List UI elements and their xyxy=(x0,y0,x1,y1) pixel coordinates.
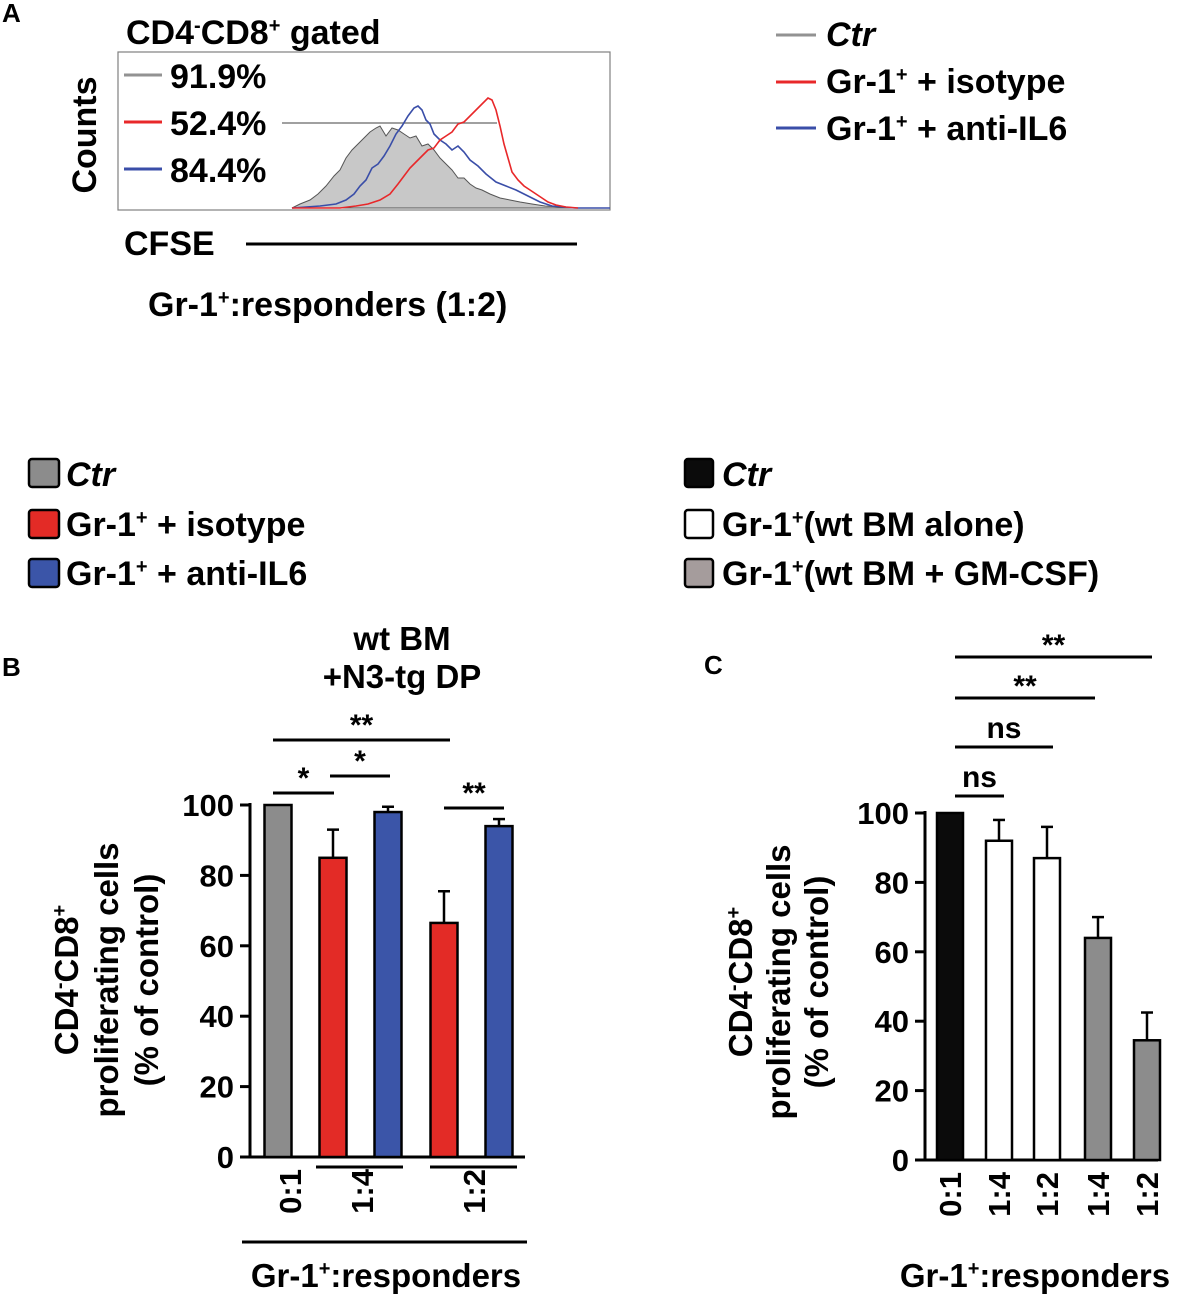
panel-c-x-axis-title: Gr-1+:responders xyxy=(900,1257,1170,1294)
histogram-y-label: Counts xyxy=(66,76,104,193)
panel-c-significance-label: ** xyxy=(1042,629,1066,662)
panel-b-significance-label: ** xyxy=(462,777,486,810)
panel-c-x-tick-label: 0:1 xyxy=(933,1172,968,1217)
panel-label-b: B xyxy=(2,652,21,682)
legend-c-gmcsf: Gr-1+(wt BM + GM-CSF) xyxy=(722,555,1099,593)
panel-b-significance-label: * xyxy=(354,745,366,778)
panel-b-bar xyxy=(429,921,459,1159)
pct-ctr: 91.9% xyxy=(170,58,266,96)
panel-b-bar xyxy=(484,824,514,1159)
panel-b-y-tick-label: 0 xyxy=(217,1140,234,1175)
panel-c-x-tick-label: 1:2 xyxy=(1130,1172,1165,1217)
panel-c-bar xyxy=(1083,936,1113,1162)
legend-a-ctr: Ctr xyxy=(826,16,877,54)
panel-b-ylabel-line1: CD4-CD8+ xyxy=(48,905,85,1055)
panel-c-significance-label: ns xyxy=(986,712,1021,745)
legend-a-anti-il6: Gr-1+ + anti-IL6 xyxy=(826,110,1067,148)
panel-c-ylabel-line2: proliferating cells xyxy=(760,844,797,1119)
histogram-anti-il6 xyxy=(291,105,610,209)
panel-c-y-tick-label: 60 xyxy=(875,935,909,970)
legend-a-isotype: Gr-1+ + isotype xyxy=(826,63,1065,101)
panel-label-c: C xyxy=(704,650,723,680)
panel-a-ratio-label: Gr-1+:responders (1:2) xyxy=(148,286,507,324)
panel-c-y-tick-label: 100 xyxy=(857,796,909,831)
panel-b-y-tick-label: 20 xyxy=(200,1070,234,1105)
legend-c-swatch-gmcsf xyxy=(683,557,715,589)
legend-c-ctr: Ctr xyxy=(722,456,773,494)
panel-c-significance-label: ns xyxy=(962,761,997,794)
panel-b-x-tick-label: 0:1 xyxy=(273,1169,308,1214)
panel-b-ylabel-line3: (% of control) xyxy=(128,874,165,1087)
panel-b-title-line1: wt BM xyxy=(352,620,450,657)
panel-c-bar xyxy=(935,811,965,1162)
panel-b-x-tick-label: 1:4 xyxy=(345,1168,380,1214)
legend-b-ctr: Ctr xyxy=(66,456,117,494)
panel-b-bar xyxy=(263,803,293,1159)
panel-b-y-tick-label: 60 xyxy=(200,929,234,964)
panel-c-bar xyxy=(984,839,1014,1162)
panel-c-y-tick-label: 20 xyxy=(875,1074,909,1109)
legend-c-swatch-alone xyxy=(683,508,715,540)
panel-c-y-tick-label: 40 xyxy=(875,1004,909,1039)
legend-b-swatch-anti-il6 xyxy=(27,557,61,589)
histogram-isotype xyxy=(292,97,579,209)
histogram-frame xyxy=(117,51,611,211)
panel-b-significance-label: ** xyxy=(350,709,374,742)
panel-c-y-tick-label: 80 xyxy=(875,865,909,900)
panel-c-y-axis-title: CD4-CD8+ proliferating cells (% of contr… xyxy=(722,844,835,1119)
panel-b-y-tick-label: 80 xyxy=(200,858,234,893)
panel-c-bar xyxy=(1132,1039,1162,1162)
legend-b-swatch-ctr xyxy=(27,457,61,489)
legend-c-swatch-ctr xyxy=(683,457,715,489)
panel-label-a: A xyxy=(2,0,21,28)
panel-b-bar xyxy=(318,856,348,1159)
panel-b-significance-label: * xyxy=(298,762,310,795)
legend-b-anti-il6: Gr-1+ + anti-IL6 xyxy=(66,555,307,593)
histogram-ctr-filled xyxy=(291,125,576,209)
panel-b-x-tick-label: 1:2 xyxy=(457,1169,492,1214)
panel-b-x-axis-title: Gr-1+:responders xyxy=(251,1257,521,1294)
panel-c-x-tick-label: 1:2 xyxy=(1030,1172,1065,1217)
panel-b-y-tick-label: 40 xyxy=(200,999,234,1034)
legend-b-swatch-isotype xyxy=(27,508,61,540)
cfse-label: CFSE xyxy=(124,225,215,263)
panel-c-ylabel-line1: CD4-CD8+ xyxy=(722,907,759,1057)
panel-b-bar xyxy=(373,810,403,1159)
panel-c-plot: 0 20 40 60 80 100 0:1 1:4 1:2 1:4 1:2 ns ns **** xyxy=(857,629,1165,1217)
panel-b-y-axis-title: CD4-CD8+ proliferating cells (% of contr… xyxy=(48,842,165,1117)
panel-c-x-tick-label: 1:4 xyxy=(982,1171,1017,1217)
panel-c-y-tick-label: 0 xyxy=(892,1143,909,1178)
panel-b-title-line2: +N3-tg DP xyxy=(323,658,482,695)
gating-header: CD4-CD8+ gated xyxy=(126,14,381,52)
pct-anti-il6: 84.4% xyxy=(170,152,266,190)
panel-c-x-tick-label: 1:4 xyxy=(1081,1171,1116,1217)
panel-b-y-tick-label: 100 xyxy=(182,788,234,823)
pct-isotype: 52.4% xyxy=(170,105,266,143)
panel-c-bar xyxy=(1032,856,1062,1162)
legend-b-isotype: Gr-1+ + isotype xyxy=(66,506,305,544)
panel-c-ylabel-line3: (% of control) xyxy=(798,876,835,1089)
panel-b-ylabel-line2: proliferating cells xyxy=(88,842,125,1117)
legend-c-alone: Gr-1+(wt BM alone) xyxy=(722,506,1025,544)
panel-c-significance-label: ** xyxy=(1013,670,1037,703)
